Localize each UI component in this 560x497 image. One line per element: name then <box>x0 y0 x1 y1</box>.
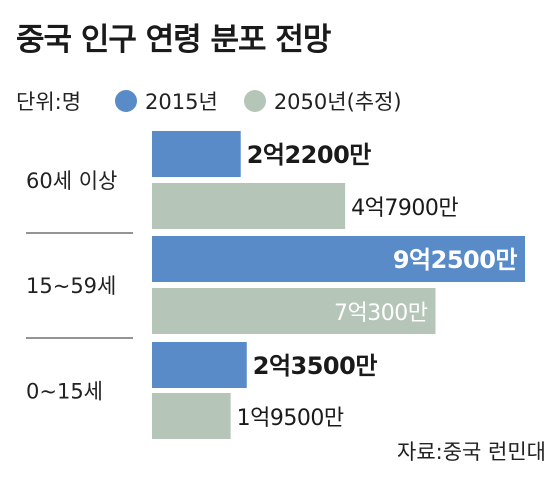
value-label-2050-3: 1억9500만 <box>237 406 344 431</box>
category-label-1: 60세 이상 <box>26 169 117 193</box>
unit-label: 단위:명 <box>16 90 82 114</box>
value-label-2050-1: 4억7900만 <box>351 196 458 221</box>
legend-label-2015: 2015년 <box>145 90 218 114</box>
legend-swatch-2050 <box>243 90 266 112</box>
value-label-2050-2: 7억300만 <box>334 301 428 326</box>
legend-label-2050: 2050년(추정) <box>273 90 402 114</box>
legend-swatch-2015 <box>115 90 138 112</box>
bar-2015-2 <box>152 236 525 282</box>
value-label-2015-3: 2억3500만 <box>253 352 378 380</box>
legend: 단위:명 2015년 2050년(추정) <box>16 86 402 116</box>
bar-2015-3 <box>152 342 247 388</box>
bar-2015-1 <box>152 131 241 177</box>
source-note: 자료:중국 런민대 <box>397 440 546 464</box>
category-label-3: 0~15세 <box>26 380 103 404</box>
category-label-2: 15~59세 <box>26 274 116 298</box>
bar-2050-2 <box>152 288 436 334</box>
value-label-2015-1: 2억2200만 <box>247 141 372 169</box>
legend-item-2015: 2015년 <box>115 86 218 116</box>
chart-title: 중국 인구 연령 분포 전망 <box>16 22 331 58</box>
value-label-2015-2: 9억2500만 <box>393 246 518 274</box>
bar-2050-3 <box>152 393 231 439</box>
bar-2050-1 <box>152 183 346 229</box>
legend-item-2050: 2050년(추정) <box>243 86 402 116</box>
